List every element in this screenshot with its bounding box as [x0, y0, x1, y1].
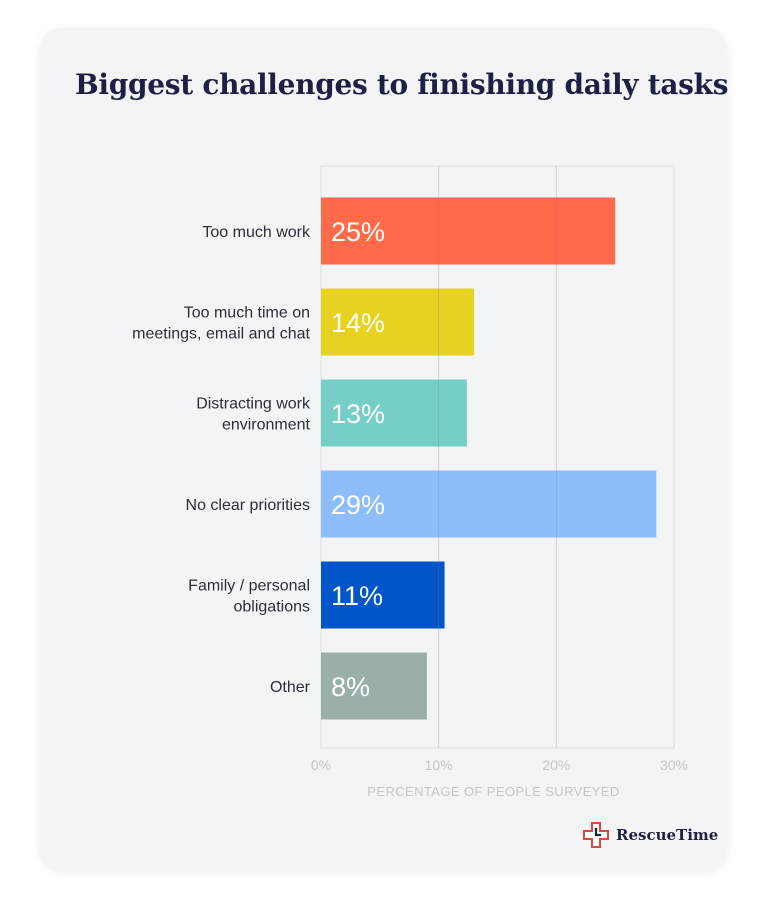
category-label: Distracting work — [196, 396, 311, 413]
category-label: Family / personal — [188, 578, 310, 595]
category-label: Other — [270, 679, 311, 696]
bar-value-label: 25% — [331, 217, 385, 247]
bar — [321, 470, 657, 538]
brand-logo: RescueTime — [583, 822, 718, 848]
bar-value-label: 11% — [331, 581, 383, 611]
category-label: environment — [222, 417, 311, 434]
brand-name: RescueTime — [616, 826, 719, 844]
x-tick-label: 30% — [660, 757, 688, 773]
rescuetime-clock-cross-icon — [583, 822, 609, 848]
category-label: obligations — [234, 599, 311, 616]
x-tick-label: 0% — [311, 757, 331, 773]
chart-card — [40, 28, 727, 870]
bar — [321, 561, 445, 629]
bar-value-label: 13% — [331, 399, 385, 429]
category-label: Too much work — [202, 224, 311, 241]
bar-value-label: 29% — [331, 490, 385, 520]
bar — [321, 197, 616, 265]
x-tick-label: 10% — [425, 757, 453, 773]
x-tick-label: 20% — [542, 757, 570, 773]
plot-frame — [320, 165, 675, 749]
bar — [321, 288, 474, 356]
category-label: No clear priorities — [186, 497, 310, 514]
bar-value-label: 14% — [331, 308, 385, 338]
bar — [321, 652, 427, 720]
chart-title: Biggest challenges to finishing daily ta… — [75, 68, 729, 101]
category-label: meetings, email and chat — [132, 326, 310, 343]
category-label: Too much time on — [184, 305, 310, 322]
x-axis-title: PERCENTAGE OF PEOPLE SURVEYED — [367, 784, 619, 799]
bar — [321, 379, 467, 447]
bar-value-label: 8% — [331, 672, 370, 702]
